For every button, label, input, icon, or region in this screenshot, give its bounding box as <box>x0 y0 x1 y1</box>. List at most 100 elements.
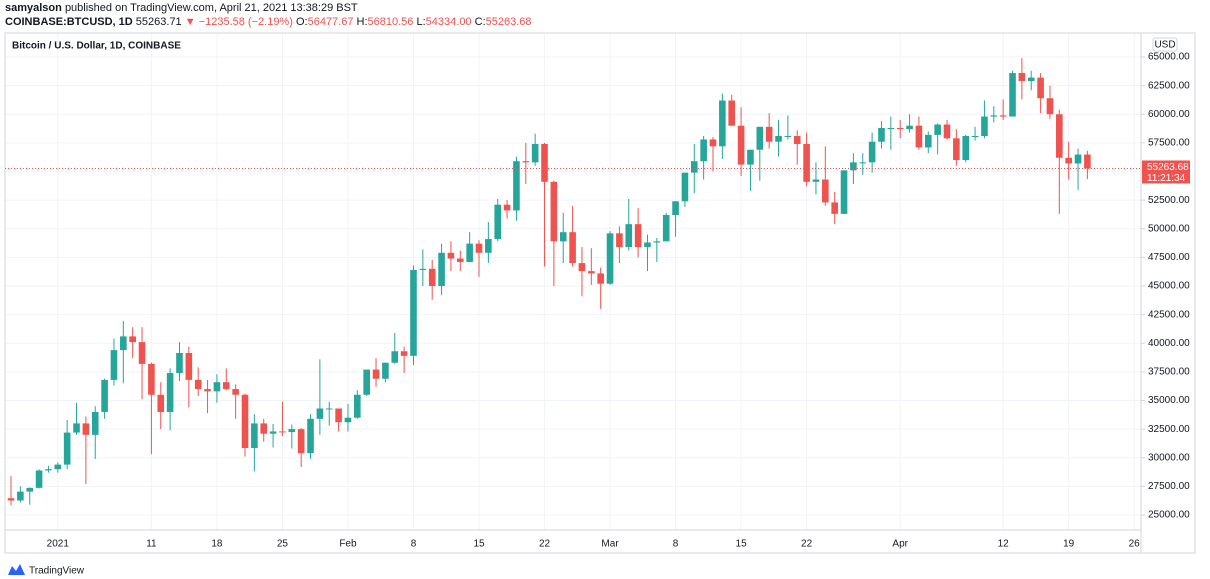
candle-body <box>737 125 745 165</box>
candle-body <box>943 124 951 139</box>
candle-body <box>35 470 43 488</box>
candle-body <box>924 134 932 148</box>
candle-body <box>859 162 867 164</box>
y-tick-label: 62500.00 <box>1148 80 1190 91</box>
x-tick-label: 15 <box>473 539 485 550</box>
candle-body <box>176 352 183 374</box>
candle-body <box>531 144 539 163</box>
candle-body <box>934 124 941 135</box>
chart-frame <box>4 32 1196 554</box>
x-tick-label: 22 <box>539 539 551 550</box>
candle-body <box>447 252 455 259</box>
candle-body <box>522 161 530 163</box>
candle-body <box>981 116 988 137</box>
x-tick-label: 18 <box>211 539 223 550</box>
candle-body <box>887 127 895 129</box>
y-tick-label: 60000.00 <box>1148 109 1190 120</box>
x-tick-label: 8 <box>411 539 417 550</box>
ohlc-value: 55263.68 <box>486 16 532 28</box>
candle-body <box>962 136 970 161</box>
symbol-line: COINBASE:BTCUSD, 1D 55263.71 ▼ −1235.58 … <box>5 16 532 28</box>
y-tick-label: 37500.00 <box>1148 367 1190 378</box>
candle-body <box>129 336 136 343</box>
candle-body <box>494 204 502 240</box>
candle-body <box>550 181 558 242</box>
ohlc-value: 54334.00 <box>426 16 472 28</box>
candle-body <box>428 268 436 286</box>
candle-body <box>747 149 754 165</box>
candle-body <box>63 432 71 465</box>
candle-body <box>344 417 352 423</box>
candle-body <box>1027 77 1035 82</box>
candle-body <box>662 215 670 242</box>
ohlc-value: 56810.56 <box>368 16 414 28</box>
y-tick-label: 32500.00 <box>1148 424 1190 435</box>
candle-body <box>868 141 876 163</box>
candle-body <box>73 423 80 433</box>
y-tick-label: 57500.00 <box>1148 138 1190 149</box>
candle-body <box>709 139 717 147</box>
candle-body <box>728 100 736 126</box>
candle-body <box>541 144 548 182</box>
y-tick-label: 30000.00 <box>1148 452 1190 463</box>
candle-body <box>597 273 604 284</box>
y-tick-label: 42500.00 <box>1148 309 1190 320</box>
candle-body <box>1037 77 1044 99</box>
candle-body <box>756 126 764 150</box>
candle-body <box>765 126 773 142</box>
candle-body <box>410 269 417 356</box>
last-price-box <box>1142 160 1190 184</box>
candle-body <box>634 224 642 248</box>
y-tick-label: 45000.00 <box>1148 281 1190 292</box>
candle-body <box>222 382 230 390</box>
candle-body <box>812 179 820 182</box>
x-tick-label: 8 <box>673 539 679 550</box>
candle-body <box>194 379 202 390</box>
candle-body <box>17 491 24 501</box>
publish-line: samyalson published on TradingView.com, … <box>5 2 358 14</box>
candle-body <box>672 201 679 216</box>
candle-body <box>840 170 848 214</box>
x-tick-label: 22 <box>801 539 813 550</box>
price: 55263.71 <box>136 16 182 28</box>
author: samyalson <box>5 2 62 14</box>
candle-body <box>316 408 324 419</box>
candle-body <box>382 362 389 379</box>
candle-body <box>784 136 792 138</box>
candle-body <box>110 350 118 380</box>
grid <box>5 33 1141 530</box>
candle-body <box>456 258 464 262</box>
candle-body <box>578 263 586 272</box>
candle-body <box>45 469 52 471</box>
x-tick-label: 26 <box>1129 539 1141 550</box>
x-tick-label: Feb <box>339 539 357 550</box>
candle-body <box>279 431 286 433</box>
candle-body <box>1074 154 1082 164</box>
x-tick-label: 11 <box>146 539 157 550</box>
candle-body <box>625 224 633 248</box>
ohlc-value: 56477.67 <box>308 16 354 28</box>
candle-body <box>1046 98 1054 115</box>
candle-body <box>1056 114 1063 158</box>
candle-body <box>681 172 689 202</box>
change: ▼ −1235.58 (−2.19%) <box>185 16 293 28</box>
candle-body <box>1018 73 1026 82</box>
x-tick-label: Apr <box>892 539 908 550</box>
candle-body <box>485 239 492 253</box>
candle-body <box>1084 154 1091 169</box>
candle-body <box>999 115 1007 117</box>
countdown: 11:21:34 <box>1147 173 1186 184</box>
y-tick-label: 27500.00 <box>1148 481 1190 492</box>
candle-body <box>878 127 885 142</box>
candle-body <box>793 136 801 145</box>
candle-body <box>616 233 623 248</box>
ohlc-key: L: <box>416 16 425 28</box>
candle-body <box>971 136 979 138</box>
currency-box <box>1152 37 1178 52</box>
candle-body <box>400 351 408 356</box>
candle-body <box>644 242 651 248</box>
candle-body <box>297 429 305 454</box>
candle-body <box>213 382 221 392</box>
y-tick-label: 65000.00 <box>1148 52 1190 63</box>
x-tick-label: 2021 <box>47 539 70 550</box>
